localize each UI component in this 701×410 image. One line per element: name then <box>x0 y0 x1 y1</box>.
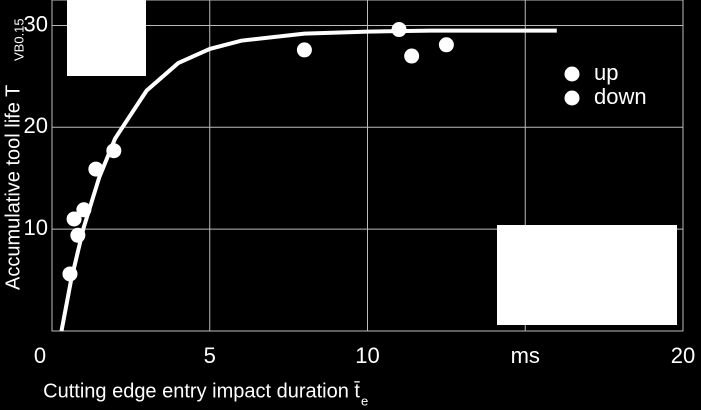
data-point <box>404 48 420 64</box>
legend-marker <box>564 66 580 82</box>
y-axis-label-group: Accumulative tool life T VB0.15 <box>2 18 26 290</box>
y-axis-label-sub: VB0.15 <box>11 18 26 61</box>
cover-box <box>67 0 146 76</box>
data-point <box>106 143 122 159</box>
x-tick-label: 10 <box>355 343 379 368</box>
legend-label: down <box>594 84 647 109</box>
x-tick-label: 20 <box>671 343 695 368</box>
y-tick-label: 10 <box>24 215 48 240</box>
data-point <box>88 161 104 177</box>
x-axis-label: Cutting edge entry impact duration t̄ <box>43 380 360 402</box>
legend-label: up <box>594 60 618 85</box>
y-axis-label: Accumulative tool life T <box>2 85 24 290</box>
x-axis-label-sub: e <box>361 393 368 408</box>
legend-marker <box>564 90 580 106</box>
data-point <box>438 37 454 53</box>
cover-box <box>497 225 677 325</box>
data-point <box>62 266 78 282</box>
data-point <box>66 211 82 227</box>
data-point <box>391 22 407 38</box>
plot-frame <box>51 0 684 332</box>
data-point <box>296 42 312 58</box>
x-tick-label: ms <box>511 343 540 368</box>
fit-curve <box>59 28 557 332</box>
x-tick-label: 0 <box>34 343 46 368</box>
x-tick-label: 5 <box>204 343 216 368</box>
data-point <box>76 202 92 218</box>
data-point <box>70 227 86 243</box>
plot-layer <box>51 0 684 332</box>
y-tick-label: 30 <box>24 11 48 36</box>
y-tick-label: 20 <box>24 113 48 138</box>
